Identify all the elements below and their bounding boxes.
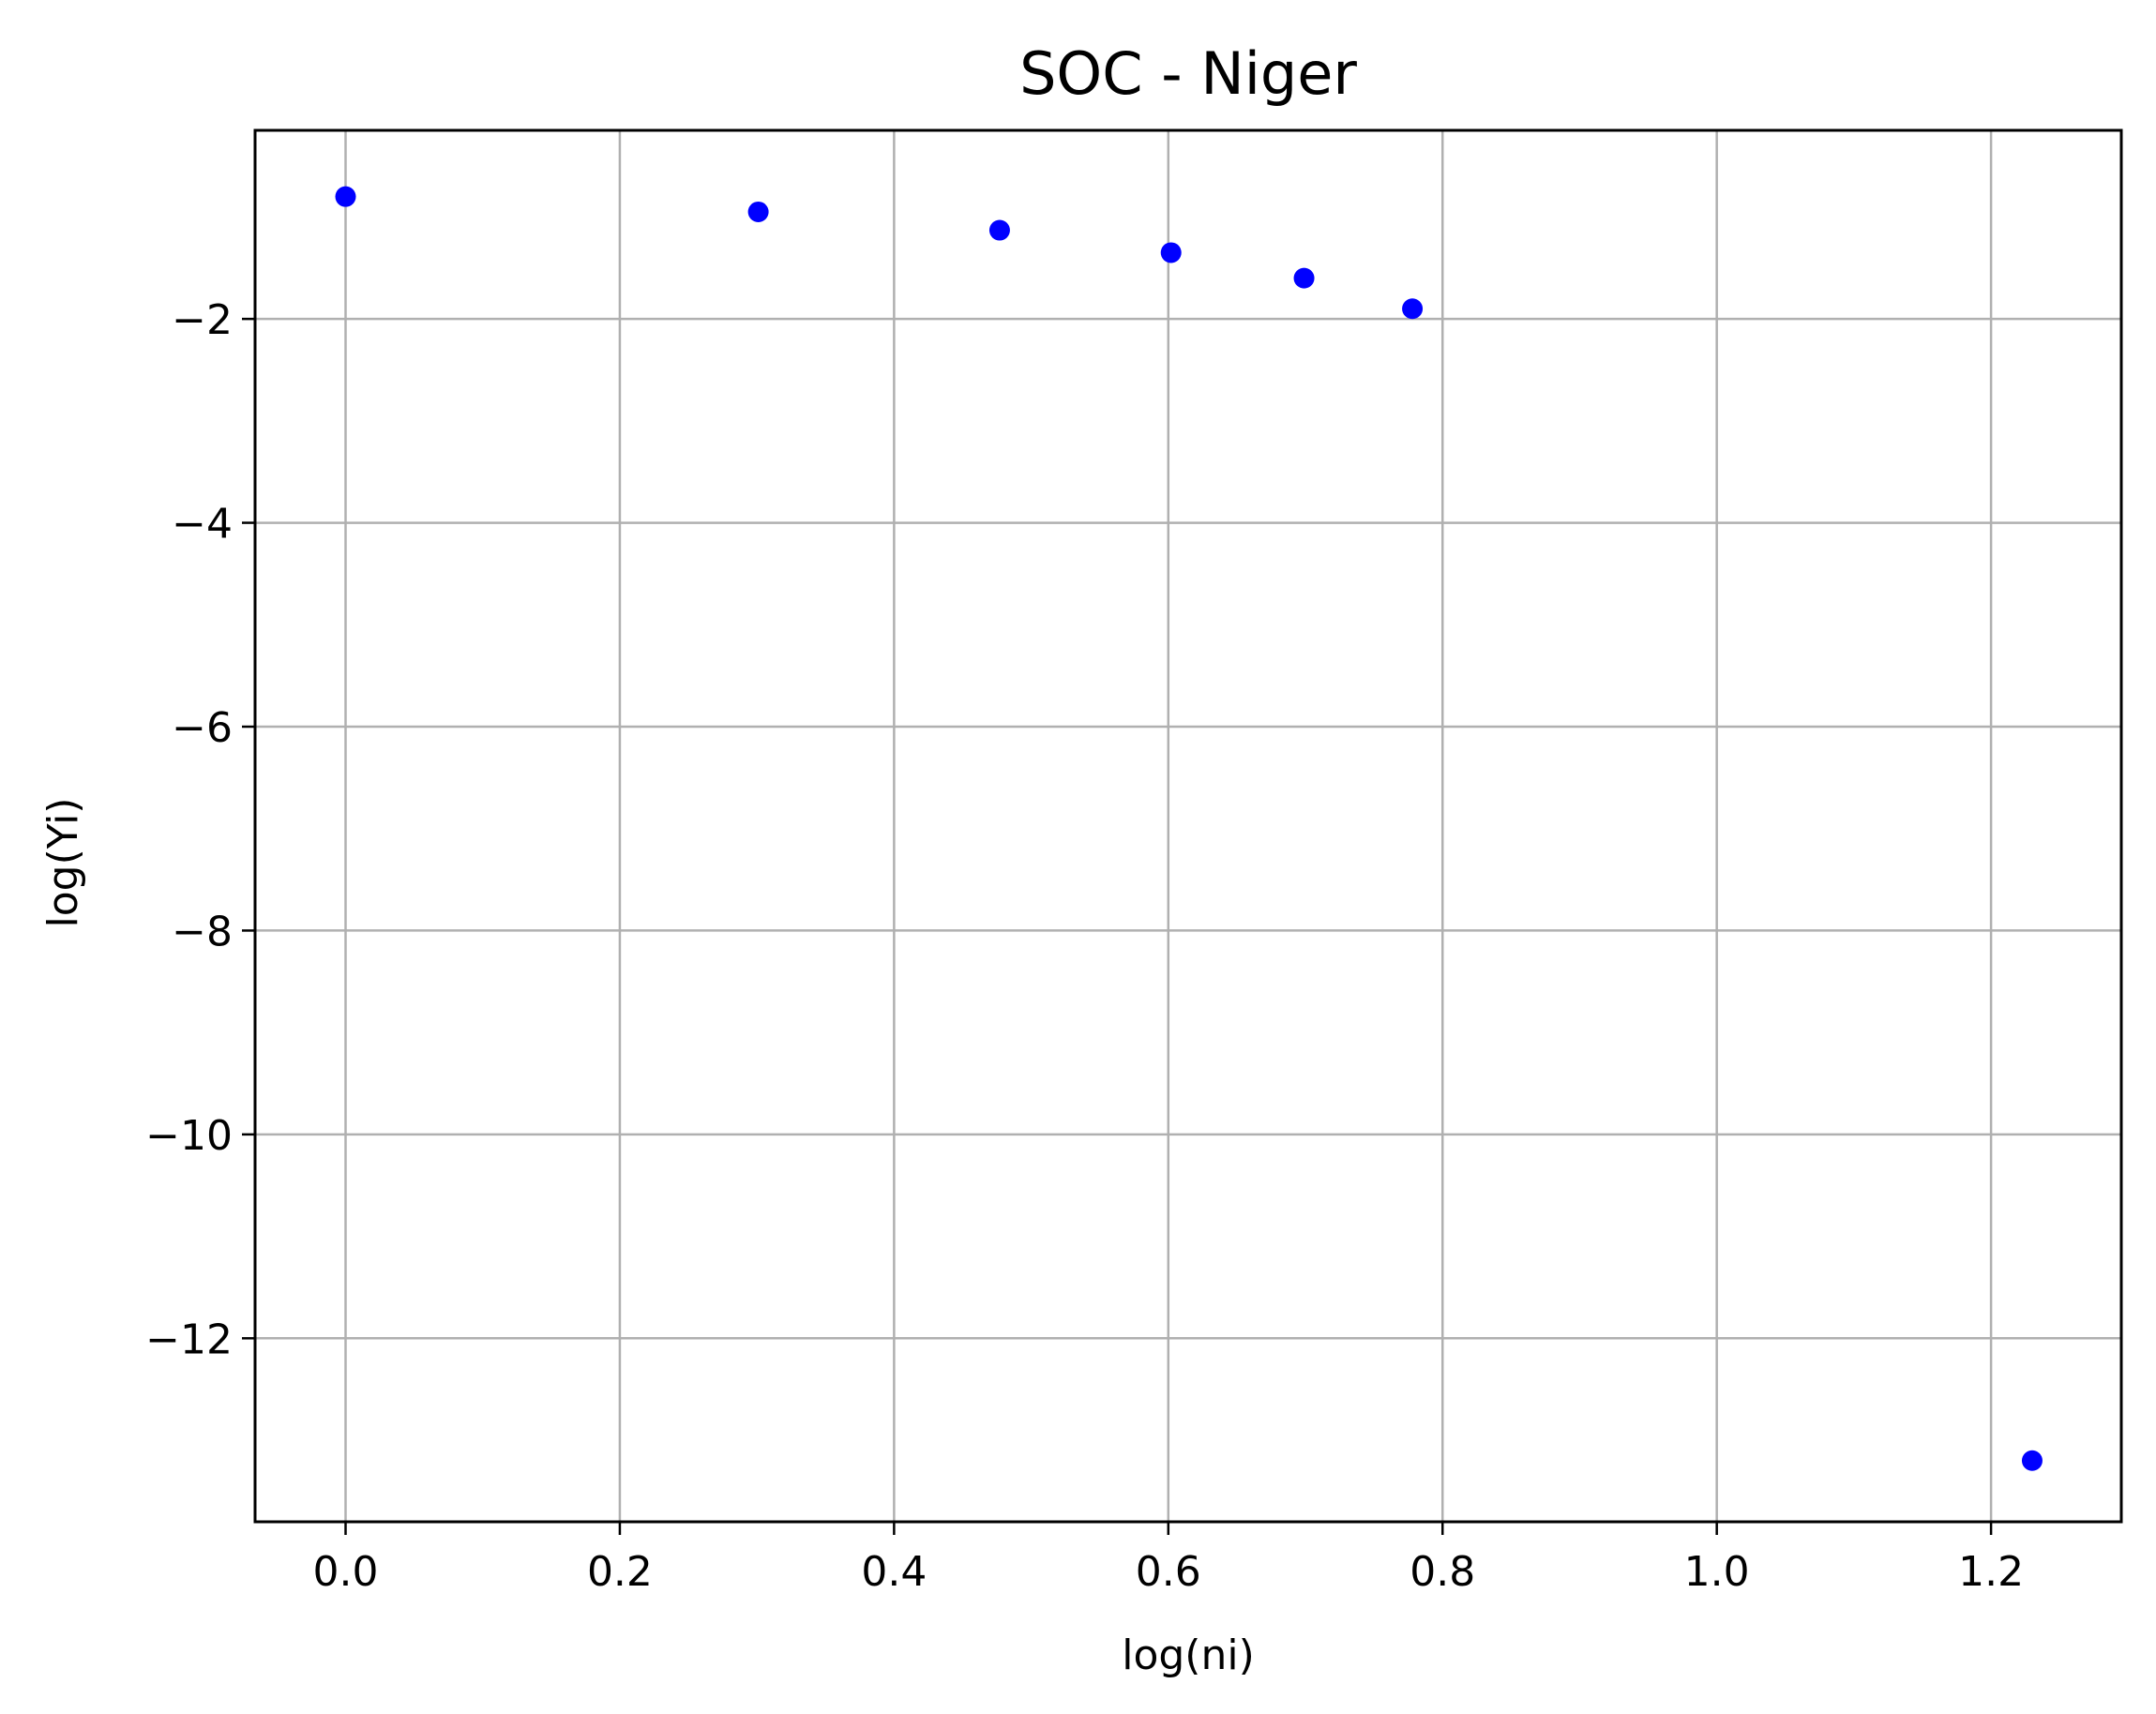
data-point bbox=[1160, 242, 1182, 263]
data-point bbox=[1293, 267, 1315, 289]
x-tick-label: 0.4 bbox=[861, 1548, 927, 1596]
x-tick-label: 0.0 bbox=[313, 1548, 379, 1596]
x-tick-label: 0.2 bbox=[587, 1548, 653, 1596]
x-tick-label: 0.8 bbox=[1410, 1548, 1475, 1596]
y-tick-label: −4 bbox=[172, 501, 233, 549]
x-axis-label: log(ni) bbox=[1122, 1631, 1255, 1679]
y-tick-label: −10 bbox=[145, 1112, 233, 1160]
y-tick-label: −2 bbox=[172, 296, 233, 344]
data-point bbox=[1402, 298, 1424, 320]
y-tick-label: −6 bbox=[172, 704, 233, 752]
data-point bbox=[335, 186, 356, 207]
data-point bbox=[2021, 1450, 2043, 1471]
plot-frame bbox=[253, 128, 2123, 1524]
y-tick-label: −12 bbox=[145, 1316, 233, 1363]
y-axis-label: log(Yi) bbox=[39, 798, 87, 928]
data-point bbox=[988, 219, 1010, 241]
data-points bbox=[335, 186, 2043, 1471]
data-point bbox=[747, 201, 769, 222]
axis-ticks: 0.0 0.2 0.4 0.6 0.8 1.0 1.2 −2 −4 −6 −8 −10 −12 bbox=[145, 296, 2024, 1596]
x-tick-label: 0.6 bbox=[1136, 1548, 1201, 1596]
y-tick-label: −8 bbox=[172, 908, 233, 955]
x-tick-label: 1.2 bbox=[1958, 1548, 2024, 1596]
grid bbox=[255, 130, 2121, 1522]
chart-title: SOC - Niger bbox=[1019, 39, 1357, 108]
x-tick-label: 1.0 bbox=[1684, 1548, 1750, 1596]
